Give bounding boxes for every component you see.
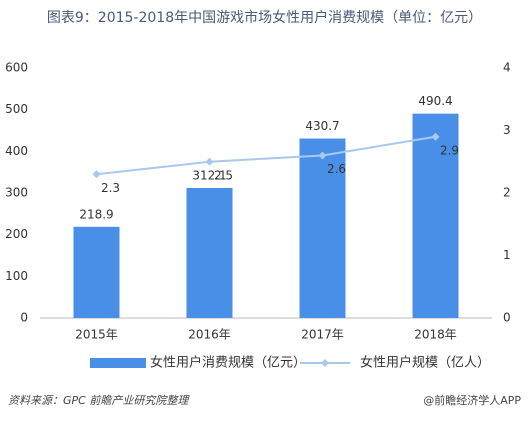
legend-marker: [321, 359, 329, 367]
x-tick-label: 2015年: [75, 328, 118, 342]
line-value-label: 2.6: [327, 162, 346, 176]
bar-value-label: 218.9: [79, 207, 113, 221]
y2-tick-label: 4: [503, 61, 511, 75]
y-tick-label: 400: [5, 144, 28, 158]
y-tick-label: 600: [5, 61, 28, 75]
x-tick-label: 2017年: [301, 328, 344, 342]
line-marker: [318, 151, 327, 160]
credit: @前瞻经济学人APP: [423, 393, 521, 407]
bar-value-label: 430.7: [305, 119, 339, 133]
y2-tick-label: 1: [503, 248, 511, 262]
line-marker: [92, 170, 101, 179]
line-marker: [205, 157, 214, 166]
legend-label: 女性用户规模（亿人）: [360, 355, 490, 371]
y-tick-label: 500: [5, 102, 28, 116]
y-tick-label: 0: [20, 311, 28, 325]
bar: [73, 226, 120, 318]
line: [96, 135, 436, 176]
line-value-label: 2.3: [101, 181, 120, 195]
bar: [186, 187, 233, 318]
y-tick-label: 200: [5, 227, 28, 241]
bar: [299, 138, 346, 318]
chart-title: 图表9：2015-2018年中国游戏市场女性用户消费规模（单位：亿元）: [46, 10, 483, 26]
legend-label: 女性用户消费规模（亿元）: [150, 355, 306, 371]
y2-tick-label: 2: [503, 186, 511, 200]
x-tick-label: 2016年: [188, 328, 231, 342]
y-tick-label: 100: [5, 269, 28, 283]
bar: [412, 113, 459, 319]
line-value-label: 2.9: [440, 143, 459, 157]
x-tick-label: 2018年: [414, 328, 457, 342]
bar-value-label: 312.1: [192, 168, 226, 182]
y2-tick-label: 3: [503, 123, 511, 137]
line-value-label: 2.5: [214, 168, 233, 182]
line-marker: [431, 132, 440, 141]
y2-tick-label: 0: [503, 311, 511, 325]
source: 资料来源：GPC 前瞻产业研究院整理: [8, 394, 190, 407]
y-tick-label: 300: [5, 186, 28, 200]
legend-swatch: [90, 358, 146, 368]
bar-value-label: 490.4: [418, 94, 452, 108]
